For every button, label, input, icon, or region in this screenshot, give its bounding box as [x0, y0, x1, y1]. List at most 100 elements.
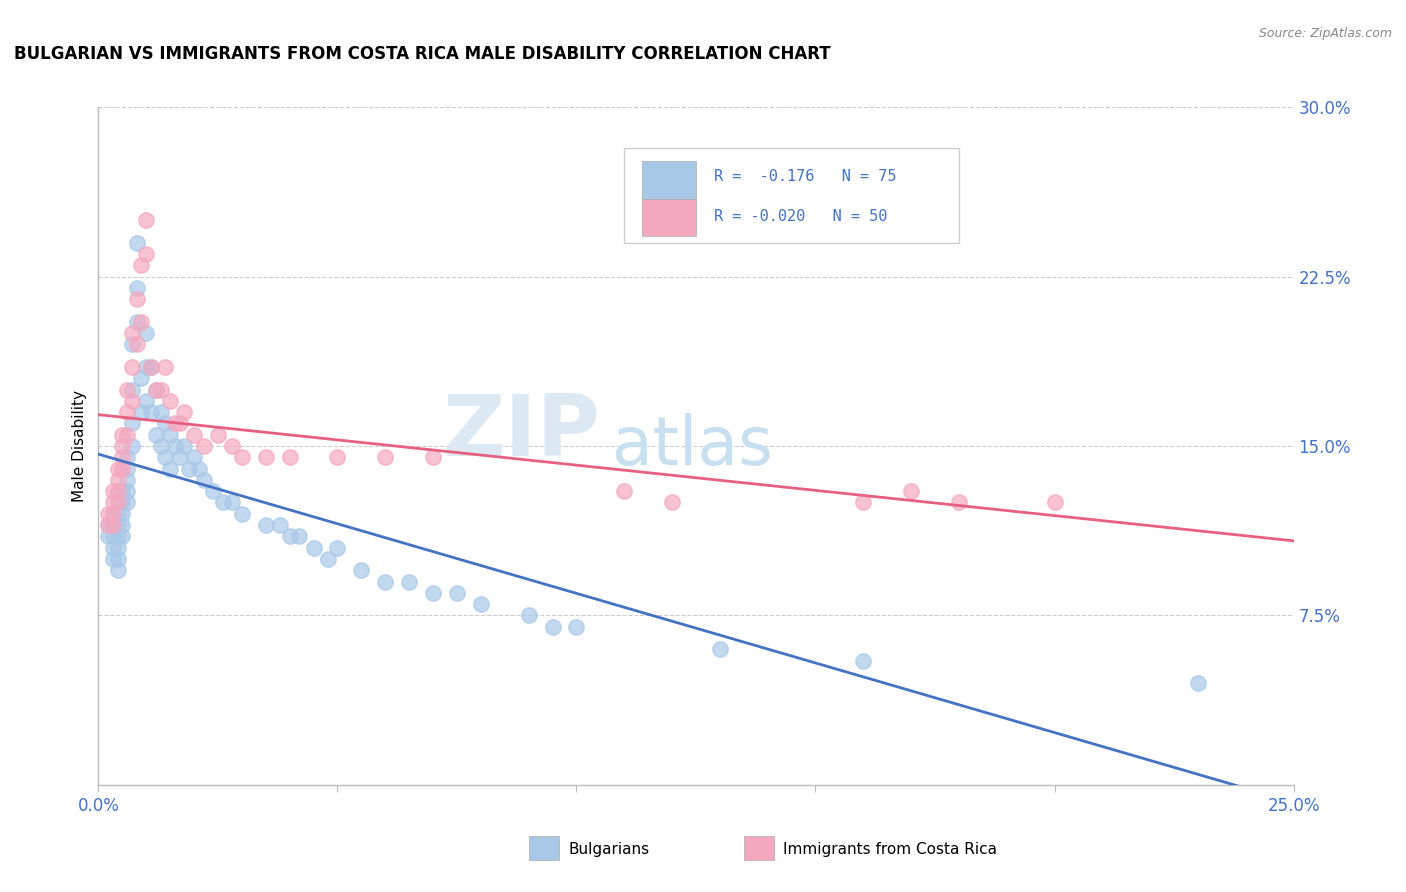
Point: [135, 326, 157, 340]
Point: [155, 359, 177, 374]
Point: [163, 439, 186, 453]
Point: [173, 439, 195, 453]
Point: [111, 427, 134, 442]
Point: [111, 518, 134, 533]
Point: [107, 518, 129, 533]
Point: [107, 529, 129, 543]
Text: R = -0.020   N = 50: R = -0.020 N = 50: [714, 210, 887, 225]
Point: [121, 439, 143, 453]
Point: [107, 484, 129, 499]
Point: [111, 439, 134, 453]
Point: [107, 563, 129, 577]
Point: [125, 235, 148, 250]
Point: [131, 258, 153, 272]
Point: [135, 359, 157, 374]
Point: [350, 563, 373, 577]
Point: [169, 450, 191, 465]
Point: [269, 518, 291, 533]
Point: [179, 461, 201, 475]
Point: [326, 541, 349, 555]
Point: [231, 507, 253, 521]
Point: [97, 507, 120, 521]
Point: [326, 450, 349, 465]
Point: [169, 417, 191, 431]
Point: [948, 495, 970, 509]
Point: [211, 495, 233, 509]
Point: [374, 574, 396, 589]
Point: [422, 450, 444, 465]
Point: [202, 484, 225, 499]
Bar: [529, 836, 558, 860]
Point: [565, 620, 588, 634]
Point: [139, 359, 162, 374]
Point: [149, 383, 172, 397]
Point: [1187, 676, 1209, 690]
Point: [135, 213, 157, 227]
Point: [101, 507, 124, 521]
Text: BULGARIAN VS IMMIGRANTS FROM COSTA RICA MALE DISABILITY CORRELATION CHART: BULGARIAN VS IMMIGRANTS FROM COSTA RICA …: [14, 45, 831, 62]
Point: [145, 383, 167, 397]
Point: [101, 518, 124, 533]
Point: [613, 484, 636, 499]
Point: [288, 529, 311, 543]
Point: [517, 608, 540, 623]
Point: [115, 427, 138, 442]
Text: ZIP: ZIP: [443, 391, 600, 474]
Bar: [643, 199, 696, 235]
Point: [316, 552, 339, 566]
Text: Bulgarians: Bulgarians: [568, 842, 650, 857]
Point: [193, 473, 215, 487]
Point: [145, 427, 167, 442]
Point: [97, 518, 120, 533]
Text: R =  -0.176   N = 75: R = -0.176 N = 75: [714, 169, 897, 184]
Point: [125, 281, 148, 295]
Point: [115, 450, 138, 465]
Point: [101, 518, 124, 533]
Point: [173, 405, 195, 419]
Point: [111, 507, 134, 521]
Point: [107, 461, 129, 475]
Point: [155, 417, 177, 431]
Point: [115, 405, 138, 419]
Point: [115, 495, 138, 509]
Point: [149, 439, 172, 453]
Point: [101, 552, 124, 566]
Point: [111, 529, 134, 543]
Point: [115, 473, 138, 487]
Y-axis label: Male Disability: Male Disability: [72, 390, 87, 502]
Point: [125, 292, 148, 306]
Point: [107, 552, 129, 566]
Point: [159, 461, 181, 475]
Point: [101, 495, 124, 509]
Point: [155, 450, 177, 465]
Point: [207, 427, 229, 442]
Point: [422, 586, 444, 600]
Point: [107, 473, 129, 487]
Point: [470, 597, 492, 611]
Point: [278, 529, 301, 543]
Point: [852, 654, 875, 668]
FancyBboxPatch shape: [624, 148, 959, 243]
Point: [121, 393, 143, 408]
Point: [135, 247, 157, 261]
Point: [231, 450, 253, 465]
Point: [149, 405, 172, 419]
Point: [139, 405, 162, 419]
Point: [1043, 495, 1066, 509]
Point: [398, 574, 420, 589]
Point: [139, 359, 162, 374]
Point: [97, 518, 120, 533]
Point: [111, 450, 134, 465]
Point: [115, 461, 138, 475]
Point: [900, 484, 922, 499]
Point: [131, 405, 153, 419]
Point: [121, 326, 143, 340]
Point: [446, 586, 468, 600]
Point: [111, 461, 134, 475]
Point: [115, 484, 138, 499]
Point: [541, 620, 564, 634]
Point: [159, 427, 181, 442]
Point: [107, 495, 129, 509]
Point: [107, 507, 129, 521]
Point: [121, 417, 143, 431]
